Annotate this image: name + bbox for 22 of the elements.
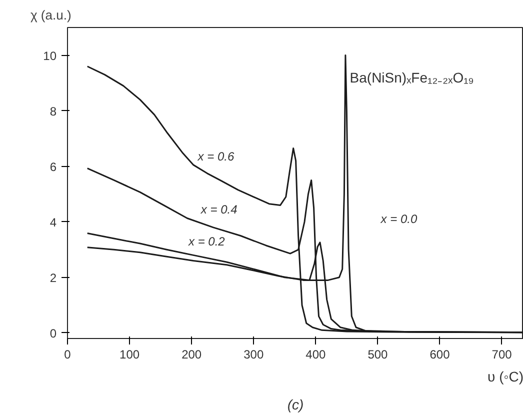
x-tick-label: 0 bbox=[64, 348, 72, 362]
x-tick-label: 500 bbox=[368, 348, 388, 362]
annotation: x = 0.2 bbox=[187, 234, 226, 248]
x-tick-label: 600 bbox=[430, 348, 450, 362]
y-tick-label: 4 bbox=[50, 215, 57, 230]
x-tick-label: 200 bbox=[182, 348, 202, 362]
x-tick-label: 300 bbox=[244, 348, 264, 362]
x-tick-label: 700 bbox=[492, 348, 512, 362]
x-tick-label: 400 bbox=[306, 348, 326, 362]
annotation: x = 0.0 bbox=[380, 212, 418, 226]
y-tick-label: 0 bbox=[50, 326, 57, 340]
x-tick-label: 100 bbox=[120, 348, 140, 362]
annotation: x = 0.6 bbox=[196, 150, 234, 164]
y-tick-label: 8 bbox=[50, 104, 57, 118]
y-tick-label: 2 bbox=[50, 270, 57, 285]
y-axis-title: χ (a.u.) bbox=[30, 8, 72, 22]
y-tick-label: 6 bbox=[50, 160, 57, 174]
text: (c) bbox=[287, 396, 304, 412]
annotation: x = 0.4 bbox=[200, 202, 238, 216]
x-axis-title: υ (◦C) bbox=[488, 368, 523, 384]
annotation: Ba(NiSn)ₓFe₁₂₋₂ₓO₁₉ bbox=[350, 69, 474, 86]
y-tick-label: 10 bbox=[43, 48, 57, 63]
